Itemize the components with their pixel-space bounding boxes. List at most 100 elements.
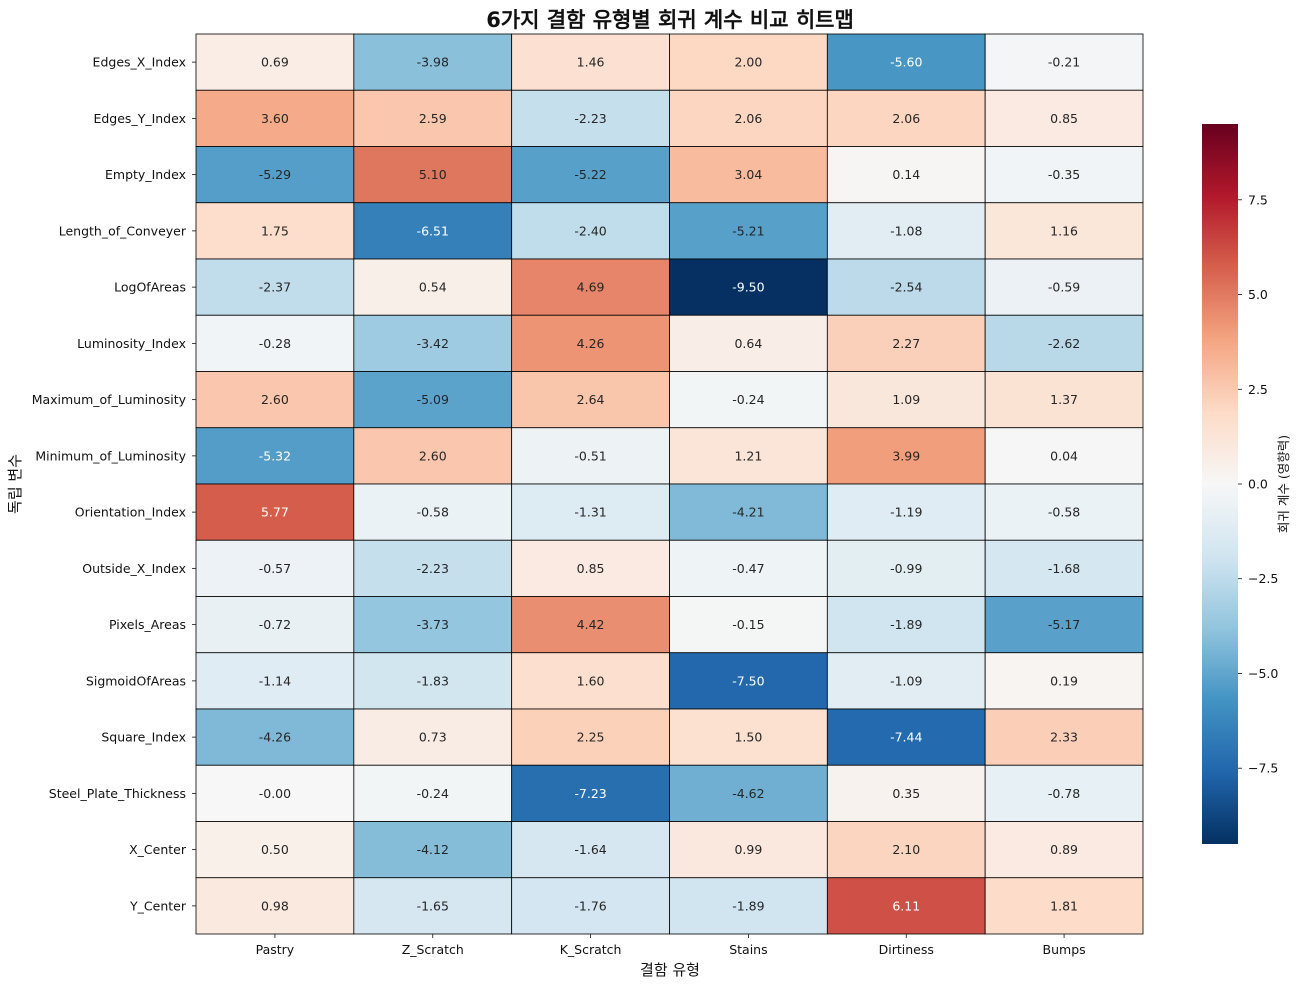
cell-value-label: -0.35 <box>1048 167 1080 182</box>
cell-value-label: 2.60 <box>261 392 289 407</box>
cell-value-label: 1.81 <box>1050 898 1078 913</box>
row-tick-label: Empty_Index <box>105 167 186 182</box>
cell-value-label: 0.73 <box>419 730 447 745</box>
cell-value-label: 1.50 <box>734 730 762 745</box>
cell-value-label: -1.19 <box>890 505 922 520</box>
row-tick-label: Outside_X_Index <box>82 561 186 576</box>
heatmap-cell <box>353 652 513 710</box>
cell-value-label: -0.58 <box>1048 505 1080 520</box>
colorbar-ticks: −7.5 −5.0 −2.5 0.0 2.5 5.0 7.5 <box>1238 192 1278 776</box>
colorbar-tick-label: −2.5 <box>1248 571 1278 586</box>
heatmap-cell <box>195 596 355 654</box>
cell-value-label: -0.24 <box>732 392 764 407</box>
heatmap-cell <box>826 539 986 597</box>
heatmap-cell <box>669 258 828 316</box>
cell-value-label: -1.64 <box>574 842 606 857</box>
cell-value-label: -5.09 <box>417 392 449 407</box>
heatmap-cell <box>984 371 1144 429</box>
heatmap-cell <box>195 652 355 710</box>
cell-value-label: -1.09 <box>890 673 922 688</box>
cell-value-label: -4.21 <box>732 505 764 520</box>
cell-value-label: 1.75 <box>261 223 289 238</box>
cell-value-label: -0.57 <box>259 561 291 576</box>
column-tick-label: Z_Scratch <box>402 942 464 957</box>
heatmap-cell <box>669 821 828 879</box>
heatmap-cell <box>195 202 355 260</box>
cell-value-label: 2.10 <box>892 842 920 857</box>
cell-value-label: -1.08 <box>890 223 922 238</box>
x-axis-label: 결함 유형 <box>640 961 700 979</box>
heatmap-cell <box>511 202 670 260</box>
heatmap-cell <box>195 371 355 429</box>
cell-value-label: 0.35 <box>892 786 920 801</box>
cell-value-label: 5.77 <box>261 505 289 520</box>
heatmap-cell <box>195 708 355 766</box>
row-tick-label: Minimum_of_Luminosity <box>35 448 186 463</box>
heatmap-cell <box>826 202 986 260</box>
heatmap-cell <box>984 483 1144 541</box>
heatmap-cell <box>984 877 1144 935</box>
heatmap-cell <box>826 764 986 822</box>
heatmap-cell <box>511 146 670 204</box>
heatmap-cell <box>511 258 670 316</box>
cell-value-label: 5.10 <box>419 167 447 182</box>
heatmap-cell <box>195 483 355 541</box>
heatmap-cell <box>353 539 513 597</box>
heatmap-cell <box>826 708 986 766</box>
heatmap-cell <box>195 877 355 935</box>
row-tick-label: LogOfAreas <box>114 280 186 295</box>
cell-value-label: -9.50 <box>732 280 764 295</box>
cell-value-label: -0.51 <box>574 448 606 463</box>
heatmap-cell <box>511 821 670 879</box>
heatmap-cell <box>826 427 986 485</box>
cell-value-label: 0.85 <box>1050 111 1078 126</box>
heatmap-cell <box>984 764 1144 822</box>
column-tick-label: Dirtiness <box>879 942 934 957</box>
heatmap-cell <box>826 146 986 204</box>
row-tick-label: Orientation_Index <box>75 505 186 520</box>
row-tick-label: Edges_Y_Index <box>93 111 186 126</box>
heatmap-cell <box>353 596 513 654</box>
cell-value-label: -0.47 <box>732 561 764 576</box>
cell-value-label: 0.19 <box>1050 673 1078 688</box>
row-tick-label: Edges_X_Index <box>93 55 186 70</box>
heatmap-cell <box>669 877 828 935</box>
row-tick-labels: Edges_X_Index Edges_Y_Index Empty_Index Len… <box>32 55 196 913</box>
heatmap-cell <box>669 146 828 204</box>
heatmap-cell <box>195 146 355 204</box>
cell-value-label: 2.33 <box>1050 730 1078 745</box>
heatmap-cell <box>669 652 828 710</box>
row-tick-label: Maximum_of_Luminosity <box>32 392 187 407</box>
cell-value-label: 0.85 <box>577 561 605 576</box>
heatmap-cell <box>669 371 828 429</box>
cell-value-label: -4.62 <box>732 786 764 801</box>
heatmap-cell <box>195 258 355 316</box>
row-tick-label: SigmoidOfAreas <box>86 673 186 688</box>
cell-value-label: 4.26 <box>577 336 605 351</box>
cell-value-label: 0.14 <box>892 167 920 182</box>
heatmap-cell <box>984 89 1144 147</box>
heatmap-cell <box>669 764 828 822</box>
row-tick-label: Y_Center <box>129 898 187 913</box>
heatmap-cell <box>353 708 513 766</box>
column-tick-label: Stains <box>729 942 767 957</box>
cell-value-label: 4.69 <box>577 280 605 295</box>
heatmap-cell <box>195 314 355 372</box>
heatmap-cell <box>353 483 513 541</box>
heatmap-cell <box>353 371 513 429</box>
cell-value-label: -7.23 <box>574 786 606 801</box>
heatmap-cell <box>353 89 513 147</box>
heatmap-cell <box>195 821 355 879</box>
cell-value-label: -0.59 <box>1048 280 1080 295</box>
cell-value-label: -0.21 <box>1048 55 1080 70</box>
cell-value-label: -1.14 <box>259 673 291 688</box>
heatmap-cell <box>984 314 1144 372</box>
cell-value-label: -2.37 <box>259 280 291 295</box>
cell-value-label: 0.50 <box>261 842 289 857</box>
heatmap-cell <box>511 652 670 710</box>
cell-value-label: 2.00 <box>734 55 762 70</box>
column-tick-label: K_Scratch <box>560 942 622 957</box>
cell-value-label: -6.51 <box>417 223 449 238</box>
cell-value-label: -2.23 <box>574 111 606 126</box>
